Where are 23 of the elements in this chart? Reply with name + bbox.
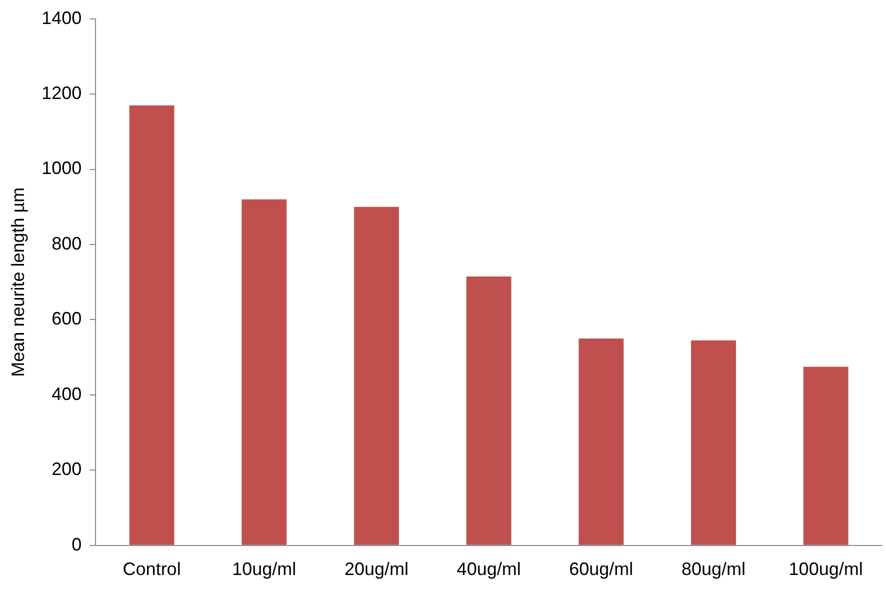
bar [691, 340, 736, 545]
y-tick-label: 800 [52, 233, 82, 254]
y-tick-label: 400 [52, 384, 82, 404]
bar [578, 338, 624, 545]
x-tick-label: 20ug/ml [344, 559, 409, 580]
bar [803, 366, 848, 545]
y-tick-label: 1200 [42, 82, 82, 103]
y-tick-label: 1000 [42, 158, 82, 178]
x-tick-label: Control [122, 559, 181, 580]
y-tick-label: 0 [72, 534, 82, 554]
y-axis-title: Mean neurite length µm [8, 187, 28, 377]
x-tick-label: 100ug/ml [788, 559, 863, 580]
y-tick-label: 600 [52, 308, 82, 329]
x-tick-label: 40ug/ml [456, 559, 521, 580]
x-tick-label: 10ug/ml [232, 559, 296, 580]
bar [354, 206, 399, 545]
bar [242, 199, 287, 545]
x-tick-label: 60ug/ml [569, 559, 634, 580]
bar [466, 276, 512, 545]
bar [129, 105, 174, 545]
x-tick-label: 80ug/ml [681, 559, 746, 580]
y-tick-label: 200 [52, 459, 82, 480]
y-tick-label: 1400 [42, 8, 82, 28]
